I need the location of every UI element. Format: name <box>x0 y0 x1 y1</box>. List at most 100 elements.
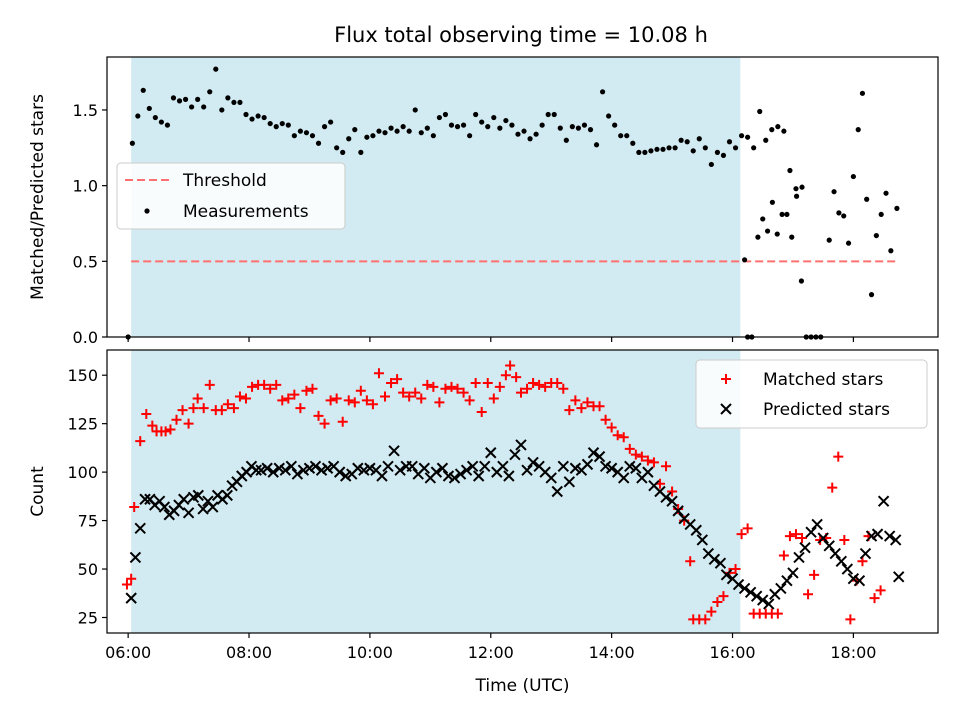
data-point <box>460 464 473 476</box>
legend-predicted-swatch <box>720 403 732 415</box>
data-point <box>376 470 388 482</box>
data-point <box>247 381 258 392</box>
data-point <box>700 614 711 625</box>
data-point <box>216 405 227 416</box>
data-point <box>277 395 288 406</box>
data-point <box>755 234 761 240</box>
data-point <box>730 564 741 575</box>
data-point <box>392 374 403 385</box>
data-point <box>764 228 771 234</box>
data-point <box>192 489 204 502</box>
data-point <box>672 505 684 517</box>
data-point <box>736 529 747 540</box>
data-point <box>331 393 342 404</box>
data-point <box>859 547 872 560</box>
data-point <box>503 117 509 124</box>
data-point <box>121 579 132 590</box>
data-point <box>491 114 497 121</box>
data-point <box>836 210 842 216</box>
data-point <box>178 493 190 505</box>
data-point <box>470 377 481 388</box>
data-point <box>708 553 721 566</box>
data-point <box>309 133 316 139</box>
data-point <box>424 125 430 131</box>
data-point <box>787 167 793 174</box>
data-point <box>781 574 793 587</box>
data-point <box>382 460 394 473</box>
data-point <box>841 563 854 575</box>
data-point <box>841 213 847 219</box>
data-point <box>563 476 576 488</box>
data-point <box>521 464 533 476</box>
data-point <box>702 145 708 151</box>
data-point <box>416 393 427 404</box>
data-point <box>793 551 805 564</box>
data-point <box>297 128 303 134</box>
data-point <box>289 389 300 400</box>
data-point <box>328 119 334 125</box>
data-point <box>696 136 702 142</box>
data-point <box>448 472 461 484</box>
legend-measurements-swatch <box>144 208 150 214</box>
data-point <box>630 462 642 474</box>
data-point <box>720 569 733 581</box>
data-point <box>564 405 575 416</box>
data-point <box>618 472 630 484</box>
data-point <box>158 501 171 513</box>
data-point <box>811 518 823 531</box>
data-point <box>207 89 213 95</box>
data-point <box>593 450 606 463</box>
data-point <box>237 99 243 106</box>
data-point <box>271 379 282 390</box>
figure-title: Flux total observing time = 10.08 h <box>334 23 708 47</box>
data-point <box>630 449 641 460</box>
legend: Matched stars Predicted stars <box>695 359 928 429</box>
data-point <box>361 395 372 406</box>
data-point <box>594 401 605 412</box>
series-measurements <box>125 66 900 340</box>
data-point <box>488 393 499 404</box>
data-point <box>757 108 763 115</box>
x-tick-label: 10:00 <box>347 643 393 662</box>
data-point <box>875 585 886 596</box>
x-tick-label: 16:00 <box>709 643 755 662</box>
data-point <box>587 127 594 133</box>
data-point <box>171 414 182 425</box>
data-point <box>261 462 273 474</box>
data-point <box>883 190 889 196</box>
data-point <box>140 87 146 93</box>
data-point <box>775 124 781 130</box>
data-point <box>850 173 856 180</box>
data-point <box>878 211 884 218</box>
data-point <box>139 493 151 505</box>
data-point <box>606 113 612 119</box>
y-tick-label: 75 <box>78 512 98 531</box>
data-point <box>319 418 330 429</box>
data-point <box>406 460 418 473</box>
data-point <box>219 107 225 113</box>
data-point <box>803 589 814 600</box>
data-point <box>582 397 593 408</box>
data-point <box>797 533 808 544</box>
data-point <box>192 393 203 404</box>
data-point <box>835 555 848 567</box>
data-point <box>714 149 721 155</box>
data-point <box>267 466 279 478</box>
data-point <box>720 152 727 158</box>
data-point <box>225 95 231 101</box>
data-point <box>883 530 896 542</box>
data-point <box>789 234 795 240</box>
data-point <box>829 547 841 560</box>
y-tick-label: 0.5 <box>73 252 98 271</box>
data-point <box>539 122 545 128</box>
data-point <box>798 278 805 284</box>
data-point <box>358 149 364 155</box>
data-point <box>690 148 696 154</box>
data-point <box>888 248 894 254</box>
legend-matched-swatch <box>721 374 731 384</box>
data-point <box>485 124 491 130</box>
data-point <box>648 148 654 154</box>
data-point <box>283 393 294 404</box>
data-point <box>877 495 890 507</box>
data-point <box>164 122 171 128</box>
